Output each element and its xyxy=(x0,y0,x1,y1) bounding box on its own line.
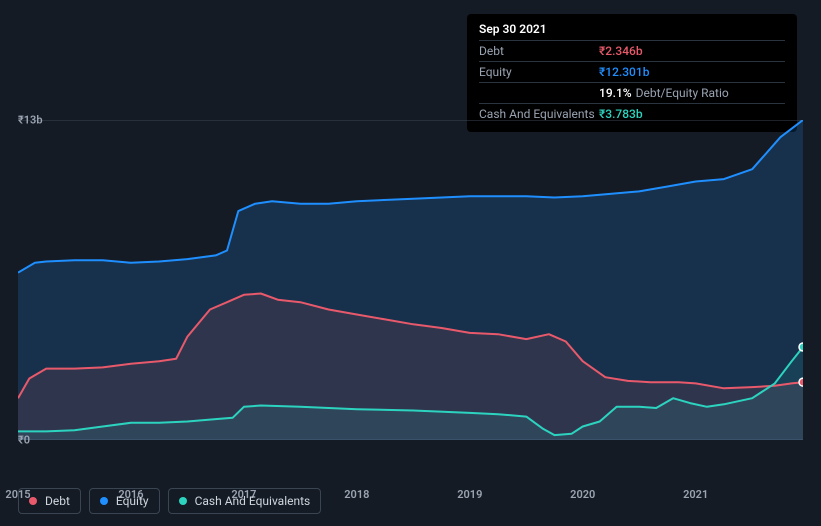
tooltip-row: Debt₹2.346b xyxy=(479,40,785,61)
legend-dot-icon xyxy=(179,497,187,505)
tooltip-value: 19.1% xyxy=(599,86,632,100)
legend-item-equity[interactable]: Equity xyxy=(89,488,160,514)
chart-plot-area: ₹13b₹0 2015201620172018201920202021 xyxy=(18,120,803,466)
tooltip-label: Equity xyxy=(479,65,599,79)
y-axis-label: ₹13b xyxy=(18,114,32,127)
series-end-marker xyxy=(799,378,803,386)
legend-item-cash-and-equivalents[interactable]: Cash And Equivalents xyxy=(168,488,322,514)
x-axis-label: 2018 xyxy=(344,488,369,501)
tooltip-value: ₹2.346b xyxy=(599,44,643,58)
legend-item-debt[interactable]: Debt xyxy=(18,488,81,514)
tooltip-date: Sep 30 2021 xyxy=(479,22,785,40)
chart-legend: Debt Equity Cash And Equivalents xyxy=(18,488,321,514)
tooltip-label: Cash And Equivalents xyxy=(479,107,599,121)
x-axis-label: 2019 xyxy=(457,488,482,501)
tooltip-value: ₹12.301b xyxy=(599,65,649,79)
legend-label: Debt xyxy=(45,494,70,508)
tooltip-label xyxy=(479,86,599,100)
y-axis-label: ₹0 xyxy=(18,434,32,447)
legend-dot-icon xyxy=(29,497,37,505)
legend-label: Equity xyxy=(116,494,149,508)
tooltip-row: Equity₹12.301b xyxy=(479,61,785,82)
tooltip-extra: Debt/Equity Ratio xyxy=(636,86,729,100)
x-axis-label: 2020 xyxy=(570,488,595,501)
legend-label: Cash And Equivalents xyxy=(195,494,311,508)
tooltip-value: ₹3.783b xyxy=(599,107,643,121)
tooltip-row: 19.1% Debt/Equity Ratio xyxy=(479,82,785,103)
tooltip-rows: Debt₹2.346bEquity₹12.301b19.1%Debt/Equit… xyxy=(479,40,785,124)
series-end-marker xyxy=(799,343,803,351)
tooltip-label: Debt xyxy=(479,44,599,58)
legend-dot-icon xyxy=(100,497,108,505)
x-axis-label: 2021 xyxy=(683,488,708,501)
chart-svg[interactable] xyxy=(18,120,803,440)
chart-tooltip: Sep 30 2021 Debt₹2.346bEquity₹12.301b19.… xyxy=(467,14,797,132)
